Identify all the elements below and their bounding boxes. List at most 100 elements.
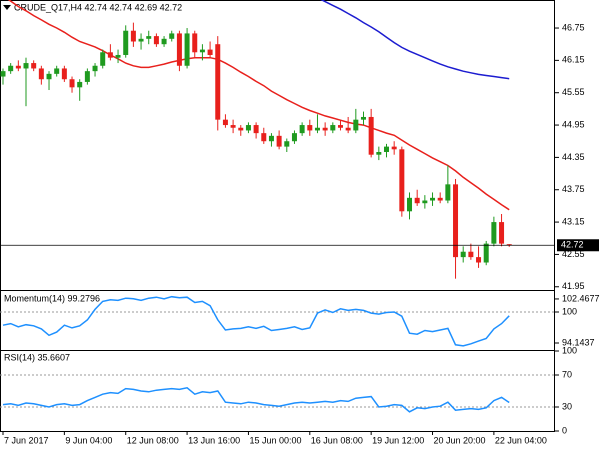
indicator-line bbox=[2, 295, 510, 347]
y-tick-label: 44.35 bbox=[562, 152, 585, 162]
candle-body bbox=[345, 127, 351, 131]
y-tick-label: 42.55 bbox=[562, 249, 585, 259]
y-tick-label: 43.75 bbox=[562, 184, 585, 194]
candle-body bbox=[115, 54, 121, 58]
candle-body bbox=[146, 36, 152, 39]
candle-body bbox=[399, 149, 405, 212]
candle-body bbox=[322, 127, 328, 131]
candle-body bbox=[384, 146, 389, 153]
candle-body bbox=[130, 30, 136, 42]
candle-body bbox=[468, 251, 474, 258]
candle-body bbox=[230, 125, 236, 128]
candle-body bbox=[77, 81, 83, 88]
current-price-tag bbox=[557, 239, 599, 252]
candle-body bbox=[245, 125, 251, 131]
candle-body bbox=[291, 133, 297, 142]
candle-body bbox=[284, 141, 290, 147]
candle-body bbox=[107, 52, 113, 58]
y-tick-label: 44.95 bbox=[562, 119, 585, 129]
candle-body bbox=[222, 119, 228, 126]
candle-body bbox=[238, 127, 244, 131]
y-tick-label: 100 bbox=[562, 345, 577, 355]
candle-body bbox=[199, 49, 205, 53]
candle-body bbox=[84, 71, 90, 82]
indicator-line bbox=[320, 0, 510, 80]
y-tick-label: 46.75 bbox=[562, 22, 585, 32]
candle-body bbox=[138, 38, 144, 42]
y-tick-label: 100 bbox=[562, 306, 577, 316]
y-tick-label: 94.1437 bbox=[562, 337, 595, 347]
candle-body bbox=[38, 68, 44, 80]
x-tick-label: 16 Jun 08:00 bbox=[311, 435, 363, 445]
candle-body bbox=[15, 65, 21, 69]
candle-body bbox=[360, 116, 366, 120]
candle-body bbox=[453, 184, 459, 258]
candle-body bbox=[476, 257, 482, 263]
candle-body bbox=[268, 135, 274, 142]
indicator-line bbox=[2, 386, 510, 413]
candle-body bbox=[407, 197, 413, 212]
candle-body bbox=[92, 65, 98, 72]
x-tick-label: 9 Jun 04:00 bbox=[65, 435, 112, 445]
indicator-title: Momentum(14) 99.2796 bbox=[4, 293, 100, 303]
y-tick-label: 30 bbox=[562, 401, 572, 411]
candle-body bbox=[169, 33, 175, 39]
candle-body bbox=[414, 197, 420, 204]
x-tick-label: 13 Jun 16:00 bbox=[188, 435, 240, 445]
panel bbox=[2, 295, 510, 347]
candle-body bbox=[499, 222, 505, 244]
candle-body bbox=[253, 125, 259, 134]
candle-body bbox=[184, 33, 190, 66]
symbol-icon bbox=[3, 5, 11, 10]
candle-body bbox=[261, 133, 267, 142]
candle-body bbox=[376, 152, 382, 155]
candle-body bbox=[0, 71, 6, 77]
x-tick-label: 12 Jun 08:00 bbox=[127, 435, 179, 445]
candle-body bbox=[391, 146, 397, 150]
candle-body bbox=[31, 63, 37, 69]
panel bbox=[2, 386, 510, 413]
y-tick-label: 0 bbox=[562, 425, 567, 435]
candle-body bbox=[23, 63, 29, 69]
candle-body bbox=[54, 68, 60, 74]
candle-body bbox=[8, 65, 14, 72]
candle-body bbox=[314, 127, 320, 131]
candle-body bbox=[46, 73, 52, 80]
candle-body bbox=[491, 222, 497, 244]
candle-body bbox=[368, 116, 374, 155]
candle-body bbox=[422, 200, 428, 204]
candle-body bbox=[61, 68, 67, 80]
x-tick-label: 22 Jun 04:00 bbox=[495, 435, 547, 445]
candle-body bbox=[100, 52, 106, 66]
x-tick-label: 7 Jun 2017 bbox=[4, 435, 49, 445]
candle-body bbox=[460, 251, 466, 258]
candle-body bbox=[69, 79, 75, 88]
plot-frame bbox=[0, 0, 555, 432]
indicator-line bbox=[7, 0, 510, 211]
candle-body bbox=[161, 38, 167, 45]
x-tick-label: 20 Jun 20:00 bbox=[434, 435, 486, 445]
x-tick-label: 19 Jun 12:00 bbox=[372, 435, 424, 445]
candle-body bbox=[192, 33, 198, 53]
candle-body bbox=[445, 184, 451, 201]
candle-body bbox=[307, 125, 313, 131]
candle-body bbox=[330, 125, 336, 131]
candle-body bbox=[276, 135, 282, 147]
y-tick-label: 102.4677 bbox=[562, 293, 600, 303]
candle-body bbox=[215, 44, 221, 120]
chart-title: CRUDE_Q17,H4 42.74 42.74 42.69 42.72 bbox=[14, 2, 182, 12]
candle-body bbox=[337, 125, 343, 128]
y-tick-label: 41.95 bbox=[562, 281, 585, 291]
y-tick-label: 43.15 bbox=[562, 216, 585, 226]
candle-body bbox=[299, 125, 305, 134]
y-tick-label: 46.15 bbox=[562, 55, 585, 65]
panel bbox=[0, 0, 512, 279]
candle-body bbox=[207, 49, 213, 55]
y-tick-label: 70 bbox=[562, 369, 572, 379]
x-tick-label: 15 Jun 00:00 bbox=[249, 435, 301, 445]
candle-body bbox=[437, 197, 443, 201]
candle-body bbox=[430, 197, 436, 201]
candle-body bbox=[176, 33, 182, 66]
